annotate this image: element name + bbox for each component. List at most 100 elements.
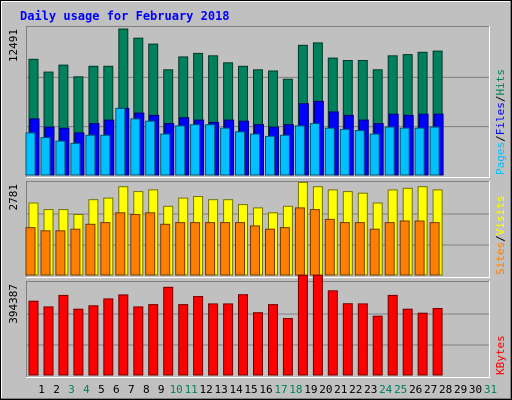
- series-legend-label: KBytes: [494, 335, 507, 375]
- bar-kbytes-day-8: [133, 306, 144, 376]
- bar-kbytes-day-6: [103, 298, 114, 376]
- bar-pages-day-23: [354, 130, 365, 176]
- x-tick-day-16: 16: [259, 383, 272, 396]
- bar-kbytes-day-28: [432, 308, 443, 376]
- legend-visits: Visits: [494, 196, 507, 236]
- bar-pages-day-11: [175, 125, 186, 176]
- bar-kbytes-day-12: [193, 296, 204, 376]
- bar-kbytes-day-24: [372, 315, 383, 376]
- bar-pages-day-1: [25, 132, 36, 176]
- bar-kbytes-day-26: [402, 308, 413, 376]
- x-tick-day-8: 8: [143, 383, 150, 396]
- bar-kbytes-day-7: [118, 294, 129, 376]
- bar-pages-day-24: [369, 133, 380, 176]
- bar-sites-day-11: [175, 222, 186, 276]
- bar-sites-day-24: [369, 228, 380, 276]
- bar-pages-day-26: [399, 127, 410, 176]
- bar-sites-day-19: [294, 207, 305, 276]
- bar-pages-day-13: [205, 124, 216, 176]
- bar-pages-day-3: [55, 140, 66, 176]
- x-tick-day-23: 23: [364, 383, 377, 396]
- x-tick-day-3: 3: [68, 383, 75, 396]
- bar-kbytes-day-19: [297, 274, 308, 376]
- bar-sites-day-13: [205, 222, 216, 276]
- bar-kbytes-day-10: [163, 286, 174, 376]
- bar-pages-day-16: [250, 133, 260, 176]
- x-tick-day-12: 12: [199, 383, 212, 396]
- x-tick-day-1: 1: [38, 383, 45, 396]
- bar-sites-day-12: [190, 222, 201, 276]
- x-tick-day-21: 21: [334, 383, 347, 396]
- bar-sites-day-8: [130, 214, 141, 276]
- x-tick-day-18: 18: [289, 383, 302, 396]
- panel-visits-sites: 2781 Sites/Visits: [7, 181, 507, 278]
- bar-pages-day-7: [115, 107, 126, 176]
- bar-sites-day-27: [414, 220, 425, 276]
- bar-kbytes-day-18: [282, 318, 293, 376]
- x-tick-day-25: 25: [394, 383, 407, 396]
- legend-separator: /: [494, 135, 507, 142]
- bar-pages-day-9: [145, 120, 156, 176]
- bar-kbytes-day-13: [208, 303, 219, 376]
- bar-kbytes-day-3: [58, 294, 69, 376]
- bar-kbytes-day-2: [43, 306, 54, 376]
- x-tick-day-31: 31: [484, 383, 497, 396]
- legend-files: Files: [494, 102, 507, 135]
- legend-hits: Hits: [494, 69, 507, 96]
- bar-kbytes-day-9: [148, 304, 159, 376]
- bar-pages-day-19: [294, 125, 305, 176]
- chart-title: Daily usage for February 2018: [20, 9, 230, 23]
- x-tick-day-5: 5: [98, 383, 105, 396]
- bar-sites-day-16: [250, 225, 260, 276]
- bar-pages-day-18: [279, 134, 290, 176]
- series-legend-label: Pages/Files/Hits: [494, 69, 507, 175]
- bar-sites-day-1: [25, 227, 36, 276]
- panel-kbytes: 394387 KBytes: [7, 274, 507, 378]
- bar-sites-day-5: [85, 223, 96, 276]
- legend-pages: Pages: [494, 142, 507, 175]
- bar-sites-day-20: [309, 209, 320, 276]
- legend-separator: /: [494, 96, 507, 103]
- x-tick-day-10: 10: [170, 383, 183, 396]
- bar-pages-day-27: [414, 127, 425, 176]
- bar-kbytes-day-23: [357, 303, 368, 376]
- y-axis-max-label: 12491: [7, 29, 20, 62]
- bar-kbytes-day-5: [88, 305, 99, 376]
- x-tick-day-6: 6: [113, 383, 120, 396]
- x-tick-day-29: 29: [454, 383, 467, 396]
- y-axis-max-label: 2781: [7, 184, 20, 211]
- series-legend-label: Sites/Visits: [494, 196, 507, 276]
- x-tick-day-24: 24: [379, 383, 393, 396]
- bar-sites-day-17: [265, 228, 275, 276]
- chart-panels: 12491Pages/Files/Hits2781Sites/Visits394…: [7, 26, 507, 378]
- bar-kbytes-day-1: [28, 300, 39, 376]
- x-tick-day-28: 28: [439, 383, 452, 396]
- bar-pages-day-25: [384, 126, 395, 176]
- bar-sites-day-21: [324, 218, 335, 276]
- legend-sites: Sites: [494, 242, 507, 275]
- bar-kbytes-day-20: [312, 274, 323, 376]
- bar-kbytes-day-16: [253, 312, 263, 376]
- bar-kbytes-day-17: [268, 304, 278, 376]
- x-axis-day-labels: 1 2 3 4 5 6 7 8 9 10 11 12 13 14 15 16 17 18 19 20 21 22 23 24 2…: [38, 383, 497, 396]
- x-tick-day-4: 4: [83, 383, 90, 396]
- bar-pages-day-4: [70, 142, 81, 176]
- x-tick-day-27: 27: [424, 383, 437, 396]
- bar-pages-day-6: [100, 134, 111, 176]
- x-tick-day-19: 19: [304, 383, 317, 396]
- bar-kbytes-day-14: [223, 303, 234, 376]
- legend-separator: /: [494, 235, 507, 242]
- bar-sites-day-14: [220, 222, 231, 276]
- bar-kbytes-day-25: [387, 294, 398, 376]
- x-tick-day-26: 26: [409, 383, 422, 396]
- bar-kbytes-day-15: [238, 294, 248, 376]
- bar-sites-day-22: [339, 222, 350, 276]
- bar-pages-day-15: [235, 131, 245, 176]
- bar-sites-day-23: [354, 222, 365, 276]
- bar-kbytes-day-27: [417, 312, 428, 376]
- x-tick-day-13: 13: [214, 383, 227, 396]
- bar-kbytes-day-4: [73, 308, 84, 376]
- x-tick-day-11: 11: [185, 383, 198, 396]
